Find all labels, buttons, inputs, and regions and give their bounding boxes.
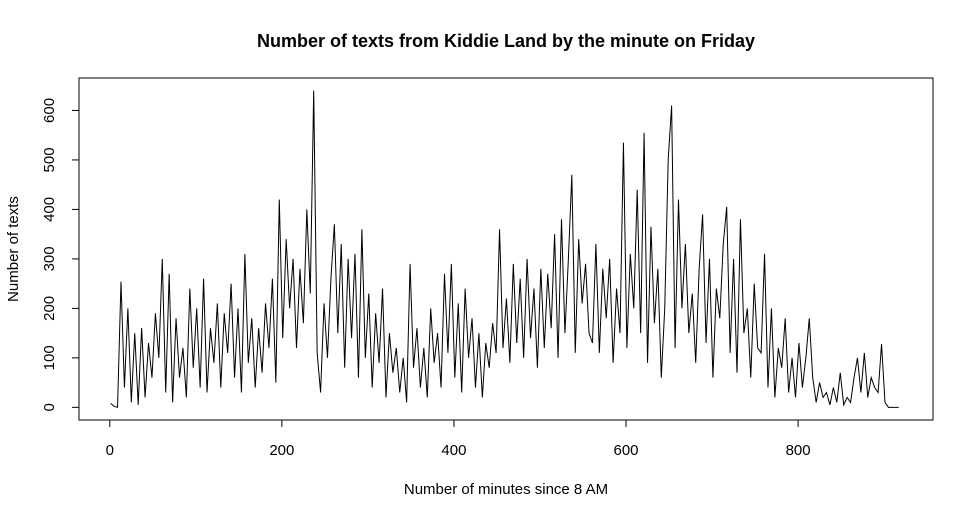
y-tick-label: 100 xyxy=(41,345,58,370)
y-tick-label: 300 xyxy=(41,246,58,271)
chart-title: Number of texts from Kiddie Land by the … xyxy=(257,31,755,51)
x-tick-label: 0 xyxy=(106,442,114,459)
x-axis-label: Number of minutes since 8 AM xyxy=(404,481,608,498)
y-axis-label: Number of texts xyxy=(5,196,22,302)
y-tick-label: 0 xyxy=(41,403,58,411)
y-tick-label: 600 xyxy=(41,98,58,123)
x-tick-label: 800 xyxy=(786,442,811,459)
y-tick-label: 400 xyxy=(41,197,58,222)
x-tick-label: 400 xyxy=(441,442,466,459)
y-tick-label: 200 xyxy=(41,296,58,321)
y-tick-label: 500 xyxy=(41,147,58,172)
x-tick-label: 200 xyxy=(269,442,294,459)
x-tick-label: 600 xyxy=(614,442,639,459)
data-line xyxy=(110,90,899,408)
